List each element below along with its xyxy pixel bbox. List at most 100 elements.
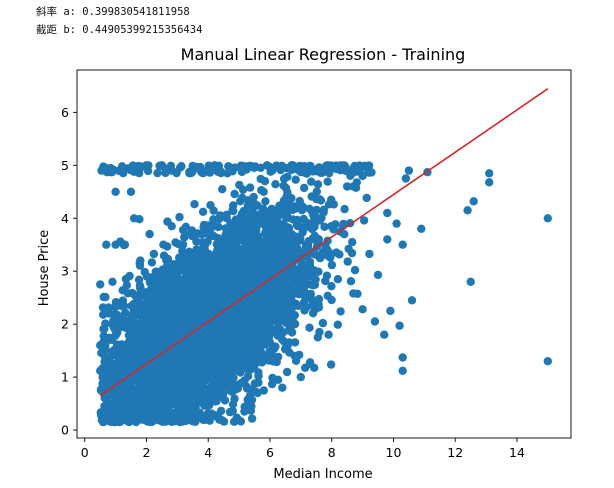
- data-point: [278, 220, 287, 229]
- data-point: [222, 210, 231, 219]
- data-point: [239, 225, 248, 234]
- data-point: [178, 240, 188, 249]
- data-point: [362, 193, 371, 203]
- data-point: [262, 223, 271, 232]
- data-point: [163, 217, 172, 226]
- data-point: [313, 180, 323, 189]
- data-point: [318, 318, 328, 328]
- data-point: [245, 183, 255, 192]
- data-point: [312, 187, 321, 196]
- data-point: [216, 302, 226, 312]
- data-point: [142, 272, 152, 281]
- data-point: [350, 265, 360, 275]
- data-point: [212, 412, 221, 421]
- data-point: [244, 352, 254, 362]
- data-point: [305, 263, 314, 273]
- data-point: [213, 293, 222, 302]
- data-point: [291, 175, 300, 184]
- data-point: [198, 207, 208, 216]
- data-point: [190, 200, 199, 209]
- data-point: [108, 320, 118, 330]
- data-point: [272, 289, 281, 299]
- data-point: [204, 293, 214, 303]
- data-point: [225, 386, 234, 395]
- data-point: [227, 219, 236, 228]
- data-point: [184, 290, 193, 299]
- data-point: [267, 349, 276, 359]
- data-point: [121, 274, 131, 284]
- data-point: [213, 262, 222, 271]
- data-point: [130, 356, 139, 365]
- data-point: [281, 307, 291, 317]
- data-point: [187, 303, 197, 313]
- data-point: [218, 242, 228, 251]
- data-point: [304, 237, 313, 246]
- data-point: [236, 300, 246, 310]
- data-point: [236, 379, 246, 388]
- data-point: [326, 360, 336, 369]
- data-point: [149, 301, 158, 310]
- data-point: [339, 219, 348, 229]
- data-point: [244, 210, 253, 219]
- data-point: [245, 391, 255, 401]
- data-point: [224, 353, 233, 362]
- data-point: [174, 400, 184, 410]
- data-point: [165, 412, 174, 421]
- data-point: [219, 287, 229, 296]
- data-point: [125, 325, 135, 335]
- data-point: [227, 276, 237, 286]
- data-point: [331, 220, 340, 229]
- data-point: [208, 311, 217, 321]
- data-point: [210, 345, 219, 355]
- data-point: [243, 384, 252, 393]
- data-point: [281, 256, 290, 265]
- data-point: [287, 242, 296, 251]
- data-point: [249, 359, 258, 368]
- data-point: [200, 245, 209, 254]
- data-point: [249, 192, 258, 202]
- data-point: [109, 310, 118, 319]
- data-point: [195, 408, 204, 417]
- data-point: [314, 267, 323, 276]
- data-point: [135, 283, 145, 293]
- data-point: [160, 369, 169, 378]
- data-point: [327, 282, 336, 291]
- data-point: [308, 225, 317, 234]
- data-point: [118, 286, 127, 295]
- data-point: [188, 366, 198, 375]
- data-point: [181, 222, 191, 231]
- data-point: [268, 373, 277, 383]
- data-point: [187, 413, 196, 422]
- data-point: [254, 323, 263, 333]
- data-point: [188, 231, 197, 241]
- data-point: [107, 348, 117, 357]
- data-point: [359, 216, 369, 225]
- data-point: [320, 222, 329, 231]
- data-point: [192, 345, 201, 354]
- data-point: [271, 180, 280, 189]
- data-point: [101, 381, 110, 390]
- data-point: [118, 296, 128, 305]
- data-point: [257, 186, 266, 195]
- data-point: [218, 185, 227, 194]
- data-point: [290, 202, 299, 211]
- data-point: [230, 233, 239, 242]
- data-point: [335, 250, 344, 259]
- data-point: [348, 237, 357, 247]
- data-point: [318, 248, 327, 257]
- data-point: [183, 311, 192, 320]
- data-point: [365, 249, 374, 259]
- data-point: [162, 283, 171, 292]
- data-point: [260, 297, 269, 306]
- data-point: [230, 189, 239, 199]
- data-point: [140, 299, 149, 309]
- data-point: [143, 367, 153, 377]
- data-point: [170, 278, 179, 288]
- data-point: [234, 258, 243, 267]
- data-point: [164, 359, 173, 368]
- data-point: [174, 288, 183, 297]
- data-point: [327, 260, 337, 270]
- data-point: [158, 265, 167, 274]
- data-point: [242, 343, 251, 353]
- data-point: [160, 398, 170, 407]
